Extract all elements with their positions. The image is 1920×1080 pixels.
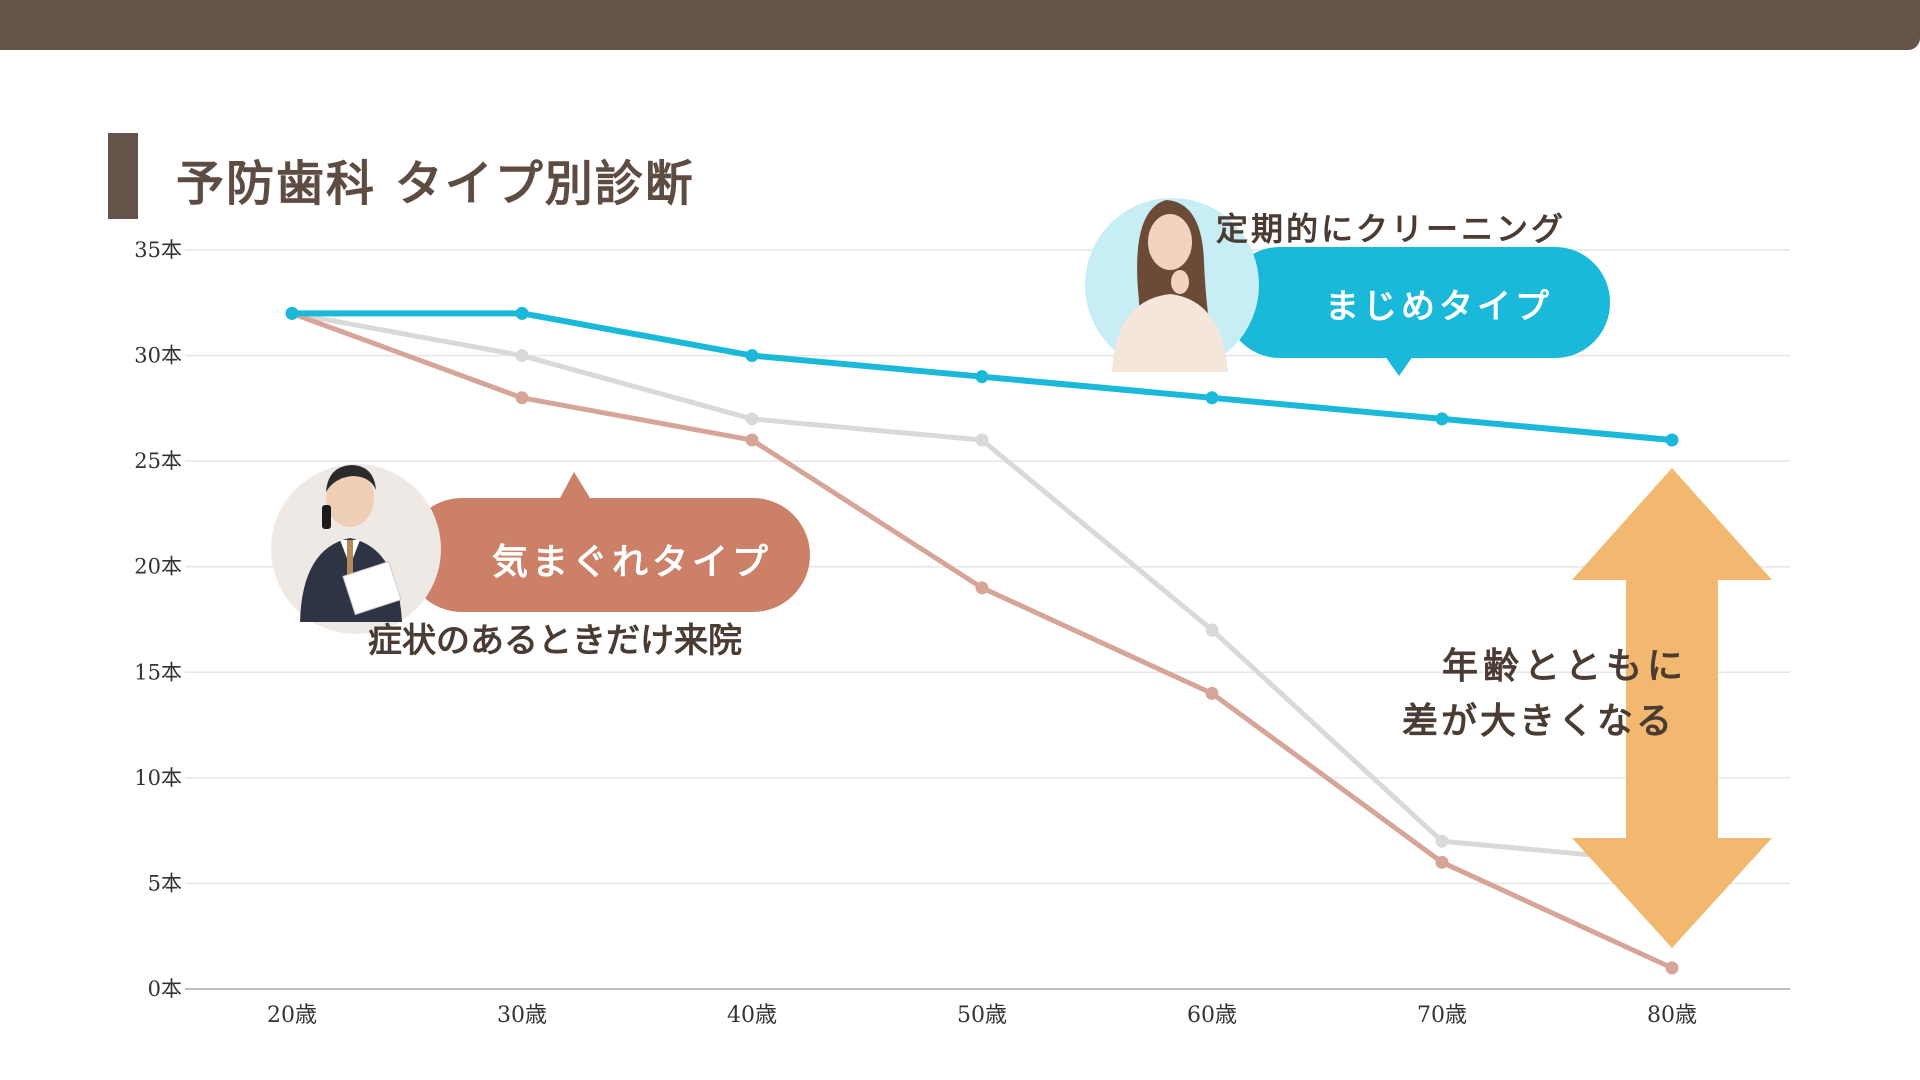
x-tick-label: 50歳 bbox=[957, 1003, 1007, 1028]
data-point-majime bbox=[975, 370, 989, 384]
data-point-kimagure bbox=[1665, 961, 1679, 975]
kimagure-label: 気まぐれタイプ bbox=[492, 541, 773, 583]
businessman-avatar-icon bbox=[271, 464, 441, 634]
y-tick-label: 15本 bbox=[134, 660, 182, 684]
x-tick-label: 40歳 bbox=[727, 1003, 777, 1028]
majime-bubble bbox=[1225, 247, 1610, 376]
y-tick-label: 0本 bbox=[148, 977, 182, 1001]
gap-text-line2: 差が大きくなる bbox=[1402, 700, 1676, 742]
data-point-average bbox=[1205, 623, 1219, 637]
x-tick-label: 60歳 bbox=[1187, 1003, 1237, 1028]
data-point-majime bbox=[1435, 412, 1449, 426]
kimagure-caption: 症状のあるときだけ来院 bbox=[368, 621, 742, 661]
y-tick-label: 30本 bbox=[134, 344, 182, 368]
data-point-majime bbox=[515, 306, 529, 320]
data-point-kimagure bbox=[975, 581, 989, 595]
data-point-kimagure bbox=[745, 433, 759, 447]
data-point-average bbox=[1435, 834, 1449, 848]
title-accent-bar bbox=[108, 133, 138, 219]
y-tick-label: 5本 bbox=[148, 871, 182, 895]
data-point-average bbox=[745, 412, 759, 426]
page-title: 予防歯科 タイプ別診断 bbox=[176, 156, 695, 212]
data-point-majime bbox=[745, 349, 759, 363]
y-tick-label: 20本 bbox=[134, 555, 182, 579]
majime-caption: 定期的にクリーニング bbox=[1216, 210, 1567, 248]
data-point-average bbox=[975, 433, 989, 447]
double-arrow-icon bbox=[1572, 468, 1772, 948]
data-point-kimagure bbox=[515, 391, 529, 405]
data-point-average bbox=[515, 349, 529, 363]
x-tick-label: 30歳 bbox=[497, 1003, 547, 1028]
data-point-kimagure bbox=[1205, 686, 1219, 700]
x-axis-ticks: 20歳 30歳 40歳 50歳 60歳 70歳 80歳 bbox=[267, 1003, 1697, 1028]
header-bar bbox=[0, 0, 1920, 50]
data-point-kimagure bbox=[1435, 855, 1449, 869]
data-point-majime bbox=[1205, 391, 1219, 405]
y-tick-label: 35本 bbox=[134, 238, 182, 262]
data-point-majime bbox=[1665, 433, 1679, 447]
x-tick-label: 20歳 bbox=[267, 1003, 317, 1028]
gap-text-line1: 年齢とともに bbox=[1442, 645, 1689, 687]
majime-label: まじめタイプ bbox=[1325, 287, 1553, 327]
x-tick-label: 80歳 bbox=[1647, 1003, 1697, 1028]
woman-avatar-icon bbox=[1085, 198, 1259, 372]
x-tick-label: 70歳 bbox=[1417, 1003, 1467, 1028]
y-axis-ticks: 0本 5本 10本 15本 20本 25本 30本 35本 bbox=[134, 238, 182, 1001]
y-tick-label: 10本 bbox=[134, 766, 182, 790]
series-lines bbox=[285, 306, 1679, 975]
data-point-majime bbox=[285, 306, 299, 320]
y-tick-label: 25本 bbox=[134, 449, 182, 473]
kimagure-bubble bbox=[405, 472, 810, 612]
